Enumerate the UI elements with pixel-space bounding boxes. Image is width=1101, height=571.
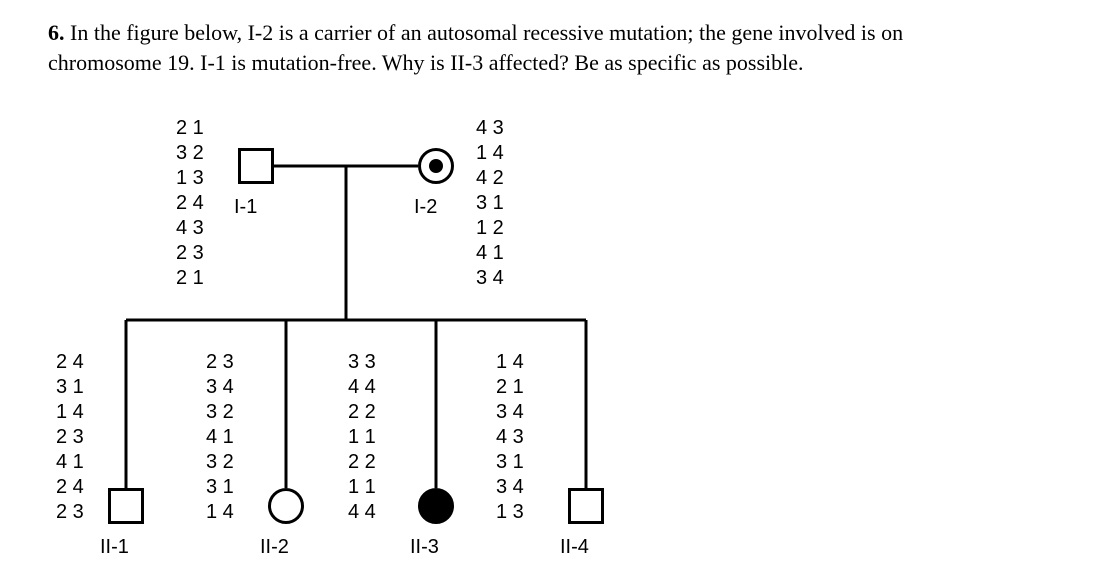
person-II-3-circle <box>418 488 454 524</box>
question-line-2: chromosome 19. I-1 is mutation-free. Why… <box>48 50 804 75</box>
markers-II-1: 2 4 3 1 1 4 2 3 4 1 2 4 2 3 <box>56 350 84 525</box>
question-line-1: In the figure below, I-2 is a carrier of… <box>70 20 903 45</box>
person-II-4-square <box>568 488 604 524</box>
person-II-4-label: II-4 <box>560 536 589 559</box>
question-number: 6. <box>48 20 65 45</box>
pedigree-diagram: I-1 2 1 3 2 1 3 2 4 4 3 2 3 2 1 I-2 4 3 … <box>48 100 1058 560</box>
person-I-1-square <box>238 148 274 184</box>
markers-I-2: 4 3 1 4 4 2 3 1 1 2 4 1 3 4 <box>476 116 504 291</box>
person-II-1-label: II-1 <box>100 536 129 559</box>
markers-II-3: 3 3 4 4 2 2 1 1 2 2 1 1 4 4 <box>348 350 376 525</box>
person-I-2-label: I-2 <box>414 196 437 219</box>
person-I-2-circle <box>418 148 454 184</box>
person-II-2-circle <box>268 488 304 524</box>
carrier-dot-icon <box>429 159 443 173</box>
markers-II-4: 1 4 2 1 3 4 4 3 3 1 3 4 1 3 <box>496 350 524 525</box>
markers-II-2: 2 3 3 4 3 2 4 1 3 2 3 1 1 4 <box>206 350 234 525</box>
person-II-1-square <box>108 488 144 524</box>
person-II-2-label: II-2 <box>260 536 289 559</box>
question-text: 6. In the figure below, I-2 is a carrier… <box>48 18 1058 77</box>
markers-I-1: 2 1 3 2 1 3 2 4 4 3 2 3 2 1 <box>176 116 204 291</box>
person-II-3-label: II-3 <box>410 536 439 559</box>
person-I-1-label: I-1 <box>234 196 257 219</box>
